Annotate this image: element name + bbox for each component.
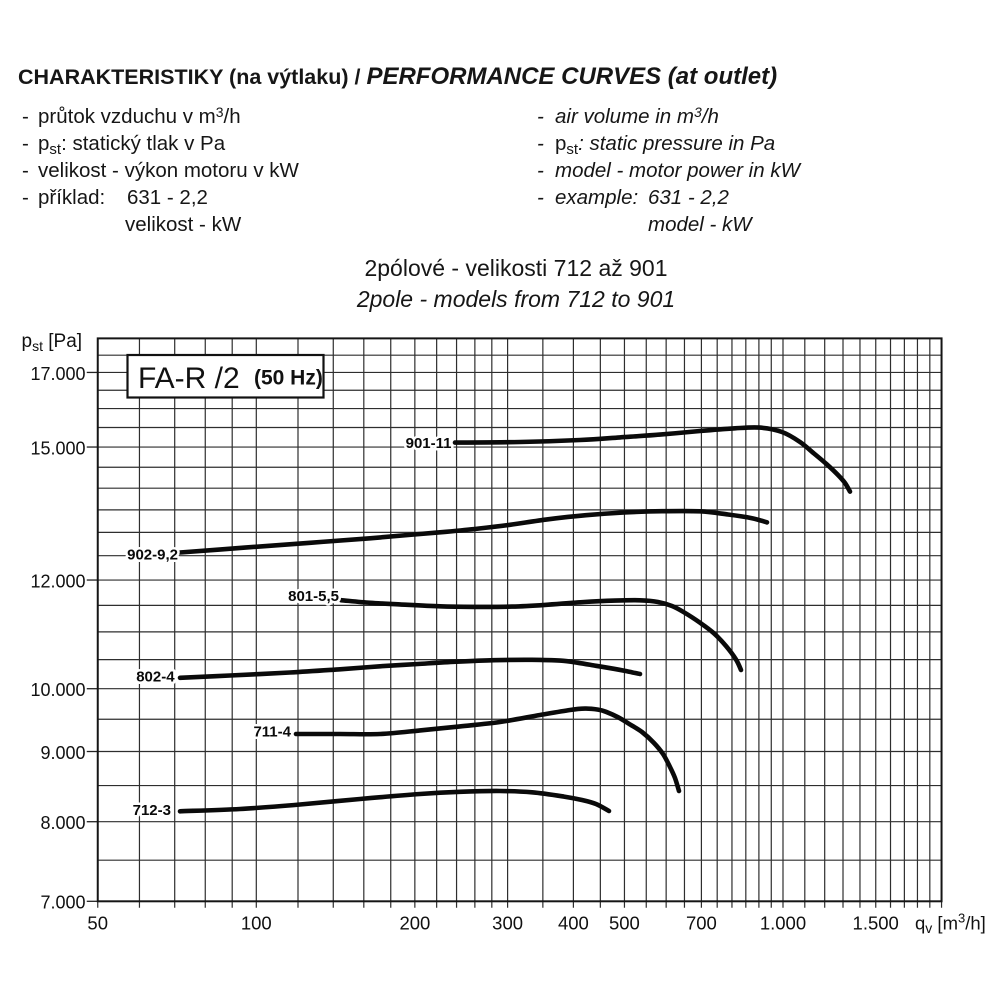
svg-text:901-11: 901-11	[406, 435, 452, 452]
svg-text:711-4: 711-4	[253, 724, 291, 741]
svg-text:(50 Hz): (50 Hz)	[254, 367, 323, 390]
svg-text:200: 200	[399, 913, 430, 934]
svg-text:qv [m3/h]: qv [m3/h]	[915, 911, 986, 937]
svg-text:802-4: 802-4	[136, 669, 175, 686]
svg-text:10.000: 10.000	[30, 680, 85, 700]
svg-text:12.000: 12.000	[30, 571, 85, 591]
svg-text:801-5,5: 801-5,5	[288, 588, 339, 605]
svg-text:17.000: 17.000	[30, 364, 85, 384]
svg-text:712-3: 712-3	[133, 802, 171, 819]
svg-text:902-9,2: 902-9,2	[127, 547, 178, 564]
svg-text:15.000: 15.000	[30, 438, 85, 458]
svg-text:1.000: 1.000	[760, 913, 806, 934]
svg-text:500: 500	[609, 913, 640, 934]
svg-text:300: 300	[492, 913, 523, 934]
svg-text:100: 100	[241, 913, 272, 934]
svg-text:700: 700	[686, 913, 717, 934]
svg-text:9.000: 9.000	[40, 743, 85, 763]
svg-text:400: 400	[558, 913, 589, 934]
svg-text:pst [Pa]: pst [Pa]	[22, 331, 83, 354]
svg-text:FA-R /2: FA-R /2	[138, 362, 240, 395]
svg-text:8.000: 8.000	[40, 813, 85, 833]
svg-text:50: 50	[87, 913, 108, 934]
svg-text:7.000: 7.000	[40, 893, 85, 913]
svg-text:1.500: 1.500	[853, 913, 899, 934]
